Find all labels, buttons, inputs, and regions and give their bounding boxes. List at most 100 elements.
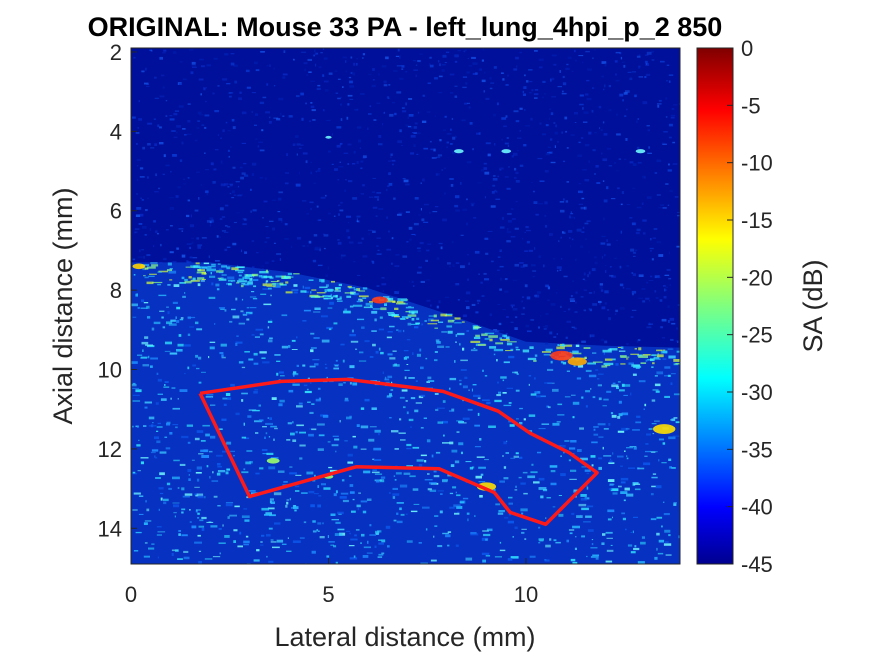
speckle-dot <box>395 55 400 57</box>
speckle-dot <box>557 403 563 406</box>
speckle-dot <box>220 308 225 310</box>
speckle-dot <box>406 241 409 243</box>
speckle-dot <box>446 141 449 144</box>
y-tick-label: 6 <box>110 199 122 224</box>
speckle-dot <box>594 261 598 265</box>
speckle-dot <box>200 449 208 452</box>
speckle-dot <box>372 230 376 233</box>
speckle-dot <box>619 93 624 97</box>
speckle-dot <box>534 377 536 380</box>
speckle-dot <box>132 316 137 318</box>
speckle-dot <box>131 384 137 387</box>
speckle-dot <box>658 99 662 102</box>
speckle-dot <box>334 168 338 171</box>
speckle-dot <box>611 414 617 418</box>
speckle-dot <box>313 337 320 339</box>
speckle-dot <box>383 80 387 84</box>
speckle-dot <box>426 299 431 302</box>
speckle-dot <box>216 454 223 457</box>
speckle-dot <box>581 231 585 233</box>
speckle-dot <box>645 443 649 445</box>
speckle-dot <box>244 174 249 177</box>
speckle-dot <box>259 271 269 274</box>
speckle-dot <box>571 238 574 241</box>
speckle-dot <box>643 408 645 410</box>
speckle-dot <box>594 256 597 259</box>
hotspot <box>653 424 676 434</box>
speckle-dot <box>511 155 514 158</box>
speckle-dot <box>283 275 290 279</box>
speckle-dot <box>296 95 300 98</box>
speckle-dot <box>424 479 433 481</box>
speckle-dot <box>393 70 398 72</box>
speckle-dot <box>292 439 297 442</box>
speckle-dot <box>645 60 648 64</box>
speckle-dot <box>615 113 618 116</box>
speckle-dot <box>248 358 254 361</box>
speckle-dot <box>197 111 202 115</box>
speckle-dot <box>429 482 437 485</box>
speckle-dot <box>181 534 188 537</box>
speckle-dot <box>408 280 411 283</box>
colorbar-gradient <box>696 47 734 565</box>
speckle-dot <box>665 97 668 100</box>
speckle-dot <box>567 308 571 311</box>
speckle-dot <box>344 399 349 402</box>
speckle-dot <box>274 242 276 244</box>
speckle-dot <box>436 341 441 344</box>
speckle-dot <box>489 346 497 349</box>
speckle-dot <box>224 309 227 312</box>
speckle-dot <box>564 396 571 398</box>
speckle-dot <box>413 144 416 148</box>
speckle-dot <box>604 63 607 67</box>
speckle-dot <box>617 455 624 458</box>
speckle-dot <box>287 537 289 539</box>
speckle-dot <box>147 122 153 125</box>
speckle-dot <box>542 489 548 492</box>
speckle-dot <box>274 354 281 356</box>
speckle-dot <box>189 48 194 51</box>
hotspot <box>266 458 280 464</box>
speckle-dot <box>664 529 671 533</box>
speckle-dot <box>172 424 179 426</box>
speckle-dot <box>352 72 355 76</box>
speckle-dot <box>668 320 670 323</box>
speckle-dot <box>593 290 595 294</box>
speckle-dot <box>216 236 221 239</box>
speckle-dot <box>148 355 150 359</box>
speckle-dot <box>347 222 349 224</box>
speckle-dot <box>268 436 271 438</box>
speckle-dot <box>578 141 581 144</box>
speckle-dot <box>236 194 242 197</box>
speckle-dot <box>306 74 309 76</box>
speckle-dot <box>549 117 551 120</box>
colorbar-tick-label: 0 <box>741 36 753 61</box>
speckle-dot <box>260 51 265 53</box>
speckle-dot <box>661 525 663 528</box>
speckle-dot <box>177 343 184 347</box>
speckle-dot <box>480 281 483 284</box>
speckle-dot <box>255 328 263 331</box>
speckle-dot <box>403 179 409 183</box>
speckle-dot <box>572 561 578 564</box>
speckle-dot <box>612 382 616 384</box>
speckle-dot <box>462 86 467 89</box>
speckle-dot <box>312 259 317 263</box>
speckle-dot <box>231 118 235 122</box>
speckle-dot <box>499 167 504 170</box>
speckle-dot <box>192 257 198 259</box>
speckle-dot <box>245 69 250 73</box>
speckle-dot <box>311 550 316 554</box>
speckle-dot <box>164 436 168 438</box>
speckle-dot <box>266 237 270 239</box>
speckle-dot <box>264 241 267 243</box>
speckle-dot <box>332 435 339 437</box>
speckle-dot <box>225 471 229 475</box>
speckle-dot <box>430 319 439 322</box>
speckle-dot <box>280 284 287 286</box>
speckle-dot <box>197 277 205 280</box>
speckle-dot <box>410 426 412 428</box>
speckle-dot <box>583 206 587 210</box>
speckle-dot <box>300 144 304 146</box>
speckle-dot <box>187 316 191 320</box>
